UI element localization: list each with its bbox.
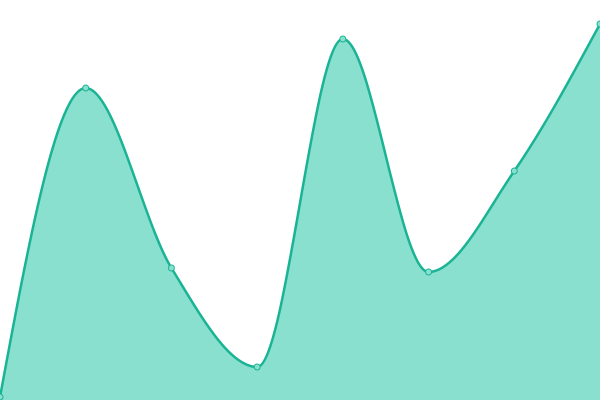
point <box>425 268 433 276</box>
point <box>0 393 4 400</box>
point <box>253 363 261 371</box>
point <box>339 35 347 43</box>
point <box>167 264 175 272</box>
point <box>82 84 90 92</box>
point <box>596 20 600 28</box>
area <box>0 24 600 400</box>
point <box>510 167 518 175</box>
